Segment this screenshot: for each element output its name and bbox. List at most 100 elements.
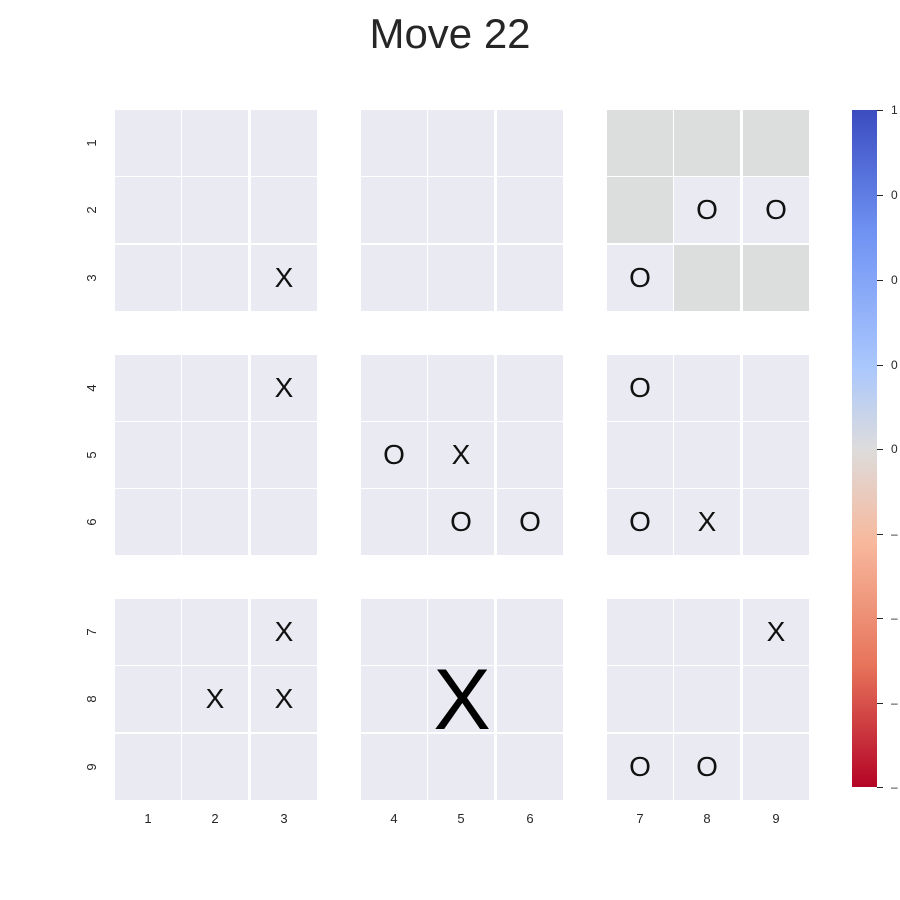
cell-r7-c9[interactable]: X xyxy=(743,599,809,665)
cell-r3-c6[interactable] xyxy=(497,245,563,311)
cell-r2-c8[interactable]: O xyxy=(674,177,740,243)
cell-r8-c2[interactable]: X xyxy=(182,666,248,732)
cell-r7-c1[interactable] xyxy=(115,599,181,665)
cell-r9-c1[interactable] xyxy=(115,734,181,800)
cell-r1-c9[interactable] xyxy=(743,110,809,176)
cell-r6-c9[interactable] xyxy=(743,489,809,555)
cell-r6-c6[interactable]: O xyxy=(497,489,563,555)
cell-r9-c3[interactable] xyxy=(251,734,317,800)
cell-r7-c8[interactable] xyxy=(674,599,740,665)
cell-r3-c2[interactable] xyxy=(182,245,248,311)
cell-r5-c1[interactable] xyxy=(115,422,181,488)
cell-r4-c7[interactable]: O xyxy=(607,355,673,421)
colorbar-tick-label: 0 xyxy=(891,442,898,456)
cell-r8-c3[interactable]: X xyxy=(251,666,317,732)
cell-r7-c7[interactable] xyxy=(607,599,673,665)
cell-r8-c7[interactable] xyxy=(607,666,673,732)
cell-r8-c8[interactable] xyxy=(674,666,740,732)
row-label: 9 xyxy=(83,763,99,771)
cell-r5-c2[interactable] xyxy=(182,422,248,488)
colorbar-tick-mark xyxy=(877,618,883,619)
cell-r1-c1[interactable] xyxy=(115,110,181,176)
col-label: 9 xyxy=(772,811,780,826)
cell-r6-c2[interactable] xyxy=(182,489,248,555)
cell-r9-c5[interactable] xyxy=(428,734,494,800)
cell-r4-c9[interactable] xyxy=(743,355,809,421)
colorbar-tick-label: 1 xyxy=(891,103,898,117)
row-label: 5 xyxy=(83,451,99,459)
cell-r4-c1[interactable] xyxy=(115,355,181,421)
cell-r2-c2[interactable] xyxy=(182,177,248,243)
cell-r5-c3[interactable] xyxy=(251,422,317,488)
cell-r9-c2[interactable] xyxy=(182,734,248,800)
cell-r3-c4[interactable] xyxy=(361,245,427,311)
cell-r8-c9[interactable] xyxy=(743,666,809,732)
cell-r7-c5[interactable] xyxy=(428,599,494,665)
cell-r2-c7[interactable] xyxy=(607,177,673,243)
cell-r3-c7[interactable]: O xyxy=(607,245,673,311)
cell-r9-c9[interactable] xyxy=(743,734,809,800)
cell-r9-c6[interactable] xyxy=(497,734,563,800)
cell-r1-c7[interactable] xyxy=(607,110,673,176)
cell-r4-c6[interactable] xyxy=(497,355,563,421)
cell-r4-c4[interactable] xyxy=(361,355,427,421)
colorbar-tick-label: – xyxy=(891,611,898,625)
cell-r6-c1[interactable] xyxy=(115,489,181,555)
cell-r8-c6[interactable] xyxy=(497,666,563,732)
cell-r1-c6[interactable] xyxy=(497,110,563,176)
cell-r2-c5[interactable] xyxy=(428,177,494,243)
row-label: 3 xyxy=(83,274,99,282)
cell-r9-c4[interactable] xyxy=(361,734,427,800)
cell-r7-c2[interactable] xyxy=(182,599,248,665)
cell-r3-c9[interactable] xyxy=(743,245,809,311)
cell-r5-c6[interactable] xyxy=(497,422,563,488)
cell-r7-c3[interactable]: X xyxy=(251,599,317,665)
cell-r3-c5[interactable] xyxy=(428,245,494,311)
cell-r1-c4[interactable] xyxy=(361,110,427,176)
colorbar-tick-mark xyxy=(877,110,883,111)
cell-r5-c4[interactable]: O xyxy=(361,422,427,488)
cell-r9-c8[interactable]: O xyxy=(674,734,740,800)
cell-r4-c5[interactable] xyxy=(428,355,494,421)
cell-r4-c3[interactable]: X xyxy=(251,355,317,421)
colorbar-tick-mark xyxy=(877,787,883,788)
cell-r4-c8[interactable] xyxy=(674,355,740,421)
row-label: 2 xyxy=(83,206,99,214)
cell-r1-c8[interactable] xyxy=(674,110,740,176)
col-label: 2 xyxy=(211,811,219,826)
cell-r8-c5[interactable] xyxy=(428,666,494,732)
colorbar-tick-mark xyxy=(877,195,883,196)
cell-r2-c1[interactable] xyxy=(115,177,181,243)
col-label: 4 xyxy=(390,811,398,826)
cell-r6-c7[interactable]: O xyxy=(607,489,673,555)
cell-r9-c7[interactable]: O xyxy=(607,734,673,800)
cell-r7-c6[interactable] xyxy=(497,599,563,665)
cell-r6-c4[interactable] xyxy=(361,489,427,555)
cell-r2-c4[interactable] xyxy=(361,177,427,243)
cell-r4-c2[interactable] xyxy=(182,355,248,421)
cell-r8-c1[interactable] xyxy=(115,666,181,732)
colorbar-tick-mark xyxy=(877,280,883,281)
cell-r5-c7[interactable] xyxy=(607,422,673,488)
cell-r1-c3[interactable] xyxy=(251,110,317,176)
cell-r2-c9[interactable]: O xyxy=(743,177,809,243)
cell-r6-c3[interactable] xyxy=(251,489,317,555)
cell-r3-c8[interactable] xyxy=(674,245,740,311)
colorbar-tick-label: – xyxy=(891,527,898,541)
cell-r7-c4[interactable] xyxy=(361,599,427,665)
cell-r6-c8[interactable]: X xyxy=(674,489,740,555)
cell-r1-c2[interactable] xyxy=(182,110,248,176)
cell-r2-c3[interactable] xyxy=(251,177,317,243)
cell-r8-c4[interactable] xyxy=(361,666,427,732)
cell-r6-c5[interactable]: O xyxy=(428,489,494,555)
colorbar-tick-label: 0 xyxy=(891,358,898,372)
chart-title: Move 22 xyxy=(369,10,531,57)
cell-r5-c5[interactable]: X xyxy=(428,422,494,488)
cell-r2-c6[interactable] xyxy=(497,177,563,243)
cell-r3-c3[interactable]: X xyxy=(251,245,317,311)
cell-r5-c9[interactable] xyxy=(743,422,809,488)
cell-r5-c8[interactable] xyxy=(674,422,740,488)
cell-r3-c1[interactable] xyxy=(115,245,181,311)
cell-r1-c5[interactable] xyxy=(428,110,494,176)
